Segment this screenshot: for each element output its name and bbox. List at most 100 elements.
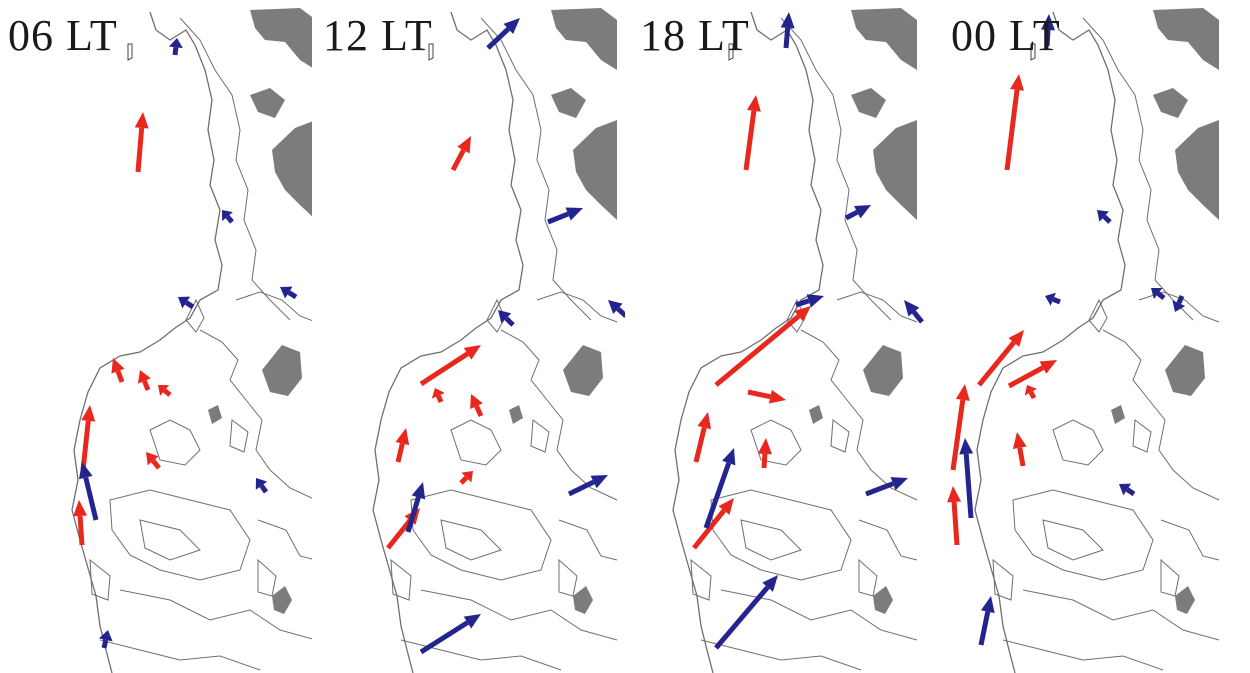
coastline-4 bbox=[974, 11, 1126, 673]
contour-4-11 bbox=[992, 558, 1014, 601]
red-wind-vector-1-4 bbox=[158, 385, 172, 397]
map-canvas-3 bbox=[672, 8, 924, 673]
contour-1-3 bbox=[109, 489, 251, 581]
contour-4-13 bbox=[1160, 558, 1180, 597]
contour-3-2 bbox=[800, 329, 918, 501]
contour-2-7 bbox=[450, 419, 502, 466]
blue-wind-vector-3-5 bbox=[703, 448, 736, 529]
map-canvas-1 bbox=[71, 8, 312, 673]
blue-wind-vector-3-3 bbox=[795, 294, 824, 308]
basemap-3 bbox=[672, 8, 918, 673]
contour-4-7 bbox=[1052, 419, 1104, 466]
contour-1-7 bbox=[149, 419, 201, 466]
shaded-land-4-4 bbox=[1165, 345, 1205, 396]
shaded-land-4-1 bbox=[1153, 8, 1219, 70]
red-wind-vector-4-5 bbox=[1012, 432, 1027, 467]
red-wind-vector-2-1 bbox=[450, 136, 471, 172]
red-wind-vector-4-4 bbox=[1024, 385, 1038, 400]
map-canvas-2 bbox=[372, 8, 625, 673]
blue-wind-vector-2-3 bbox=[498, 310, 515, 327]
shaded-land-1-6 bbox=[208, 405, 222, 424]
red-wind-vector-2-3 bbox=[431, 388, 445, 403]
shaded-land-4-5 bbox=[1175, 586, 1195, 614]
blue-wind-vector-2-6 bbox=[567, 475, 608, 497]
blue-wind-vector-4-2 bbox=[1097, 210, 1112, 224]
red-wind-vector-4-6 bbox=[950, 384, 970, 471]
shaded-land-1-4 bbox=[262, 345, 302, 396]
map-panel-4: 00 LT bbox=[939, 0, 1250, 673]
contour-4-10 bbox=[1132, 419, 1152, 453]
blue-wind-vector-4-1 bbox=[1041, 14, 1055, 47]
contour-2-12 bbox=[558, 519, 618, 561]
vector-layer-4 bbox=[947, 14, 1186, 646]
blue-wind-vector-2-2 bbox=[547, 207, 583, 225]
contour-3-11 bbox=[690, 558, 712, 601]
basemap-1 bbox=[71, 8, 312, 673]
red-wind-vector-1-6 bbox=[73, 500, 88, 546]
shaded-land-3-4 bbox=[863, 345, 903, 396]
contour-2-9 bbox=[536, 291, 618, 323]
contour-3-10 bbox=[830, 419, 850, 453]
contour-1-1 bbox=[179, 17, 291, 321]
blue-wind-vector-3-6 bbox=[865, 477, 908, 497]
red-wind-vector-1-1 bbox=[134, 112, 149, 173]
contour-4-1 bbox=[1082, 17, 1194, 321]
vector-layer-1 bbox=[73, 38, 298, 649]
blue-wind-vector-4-8 bbox=[978, 596, 995, 646]
contour-2-3 bbox=[410, 489, 552, 581]
contour-4-6 bbox=[1002, 639, 1164, 671]
contour-1-2 bbox=[199, 329, 312, 499]
island-mark-3 bbox=[728, 43, 734, 61]
blue-wind-vector-3-2 bbox=[844, 205, 871, 221]
contour-1-11 bbox=[89, 558, 111, 601]
contour-3-13 bbox=[858, 558, 878, 597]
blue-wind-vector-3-7 bbox=[714, 575, 778, 650]
red-wind-vector-2-4 bbox=[470, 394, 484, 418]
blue-wind-vector-2-5 bbox=[405, 482, 426, 533]
contour-1-10 bbox=[229, 419, 249, 453]
shaded-land-3-2 bbox=[873, 120, 917, 220]
red-wind-vector-1-5 bbox=[80, 405, 96, 471]
contour-1-8 bbox=[185, 298, 205, 333]
shaded-land-2-5 bbox=[573, 586, 593, 614]
blue-wind-vector-2-4 bbox=[608, 300, 625, 318]
contour-2-10 bbox=[530, 419, 550, 453]
red-wind-vector-4-3 bbox=[1007, 360, 1057, 389]
blue-wind-vector-2-7 bbox=[419, 614, 481, 655]
island-mark-2 bbox=[428, 43, 434, 61]
red-wind-vector-3-1 bbox=[743, 95, 761, 171]
red-wind-vector-3-2 bbox=[714, 306, 811, 387]
shaded-land-1-1 bbox=[250, 8, 312, 68]
shaded-land-1-5 bbox=[272, 586, 292, 614]
contour-1-12 bbox=[257, 519, 312, 560]
coastline-3 bbox=[672, 11, 824, 673]
contour-3-5 bbox=[720, 589, 918, 641]
contour-4-8 bbox=[1088, 298, 1108, 333]
shaded-land-3-1 bbox=[851, 8, 917, 70]
blue-wind-vector-4-7 bbox=[1119, 483, 1136, 497]
blue-wind-vector-1-4 bbox=[280, 286, 298, 300]
shaded-land-2-2 bbox=[573, 120, 617, 220]
shaded-land-3-5 bbox=[873, 586, 893, 614]
blue-wind-vector-3-4 bbox=[904, 300, 924, 324]
blue-wind-vector-3-1 bbox=[780, 12, 795, 49]
contour-3-7 bbox=[750, 419, 802, 466]
red-wind-vector-4-1 bbox=[1004, 74, 1024, 171]
blue-wind-vector-1-7 bbox=[98, 630, 113, 649]
contour-3-1 bbox=[780, 17, 892, 321]
blue-wind-vector-2-1 bbox=[486, 18, 520, 50]
contour-4-2 bbox=[1102, 329, 1220, 501]
shaded-land-1-3 bbox=[250, 88, 285, 118]
contour-1-13 bbox=[257, 558, 277, 597]
shaded-land-2-6 bbox=[509, 405, 523, 424]
shaded-land-2-1 bbox=[551, 8, 617, 70]
contour-4-5 bbox=[1022, 589, 1220, 641]
blue-wind-vector-1-2 bbox=[222, 210, 234, 224]
map-canvas-4 bbox=[947, 8, 1220, 673]
contour-3-9 bbox=[836, 291, 918, 323]
red-wind-vector-4-2 bbox=[977, 330, 1024, 387]
time-label-4: 00 LT bbox=[951, 11, 1061, 60]
vector-layer-2 bbox=[386, 18, 625, 655]
contour-3-12 bbox=[858, 519, 918, 561]
